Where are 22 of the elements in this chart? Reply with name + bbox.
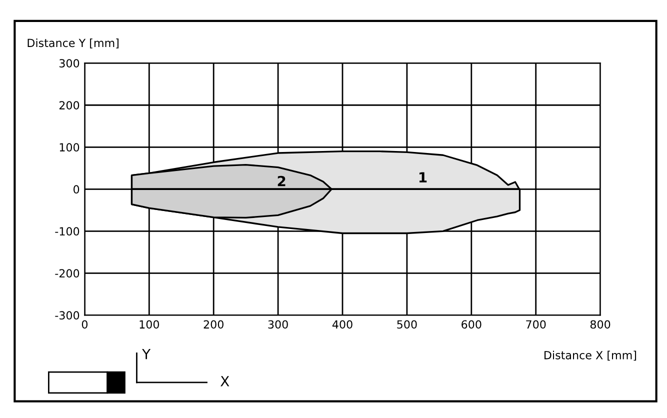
y-tick-label: -200 — [55, 269, 80, 278]
x-tick-label: 300 — [268, 320, 288, 329]
x-tick-label: 0 — [82, 320, 88, 329]
x-tick-label: 100 — [140, 320, 160, 329]
x-tick-label: 700 — [526, 320, 546, 329]
x-axis-title: Distance X [mm] — [544, 350, 636, 361]
y-axis-title: Distance Y [mm] — [28, 38, 118, 48]
y-tick-label: 0 — [74, 185, 80, 194]
x-tick-label: 800 — [590, 320, 610, 329]
series-label: 1 — [419, 172, 427, 182]
y-tick-label: -300 — [55, 311, 80, 320]
y-tick-label: 100 — [60, 143, 80, 152]
y-tick-label: 200 — [59, 101, 80, 110]
x-tick-label: 500 — [397, 320, 417, 329]
x-tick-label: 600 — [462, 320, 482, 329]
y-tick-label: 300 — [59, 59, 80, 68]
y-tick-label: -100 — [55, 227, 80, 236]
series-label: 2 — [278, 176, 286, 186]
text: Y — [142, 349, 151, 360]
text: X — [220, 376, 230, 386]
x-tick-label: 400 — [332, 320, 352, 329]
x-tick-label: 200 — [204, 320, 224, 329]
